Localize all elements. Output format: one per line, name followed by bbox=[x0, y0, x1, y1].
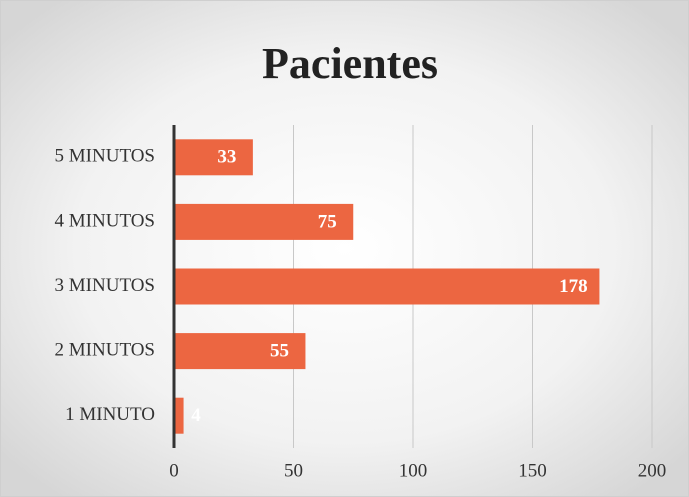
value-label: 33 bbox=[217, 147, 236, 168]
y-tick-label: 1 MINUTO bbox=[65, 404, 155, 425]
value-label: 75 bbox=[318, 211, 337, 232]
value-label: 4 bbox=[191, 405, 201, 426]
x-tick-label: 0 bbox=[169, 460, 179, 481]
y-tick-label: 3 MINUTOS bbox=[55, 275, 155, 296]
x-tick-label: 200 bbox=[638, 460, 667, 481]
bar bbox=[174, 397, 184, 434]
bar bbox=[174, 333, 306, 370]
value-label: 178 bbox=[559, 276, 588, 297]
chart-title: Pacientes bbox=[262, 39, 438, 88]
y-tick-label: 5 MINUTOS bbox=[55, 146, 155, 167]
bar bbox=[174, 139, 253, 176]
x-tick-label: 100 bbox=[399, 460, 428, 481]
bar bbox=[174, 203, 354, 240]
y-tick-label: 2 MINUTOS bbox=[55, 339, 155, 360]
x-tick-label: 150 bbox=[518, 460, 547, 481]
value-label: 55 bbox=[270, 340, 289, 361]
y-tick-label: 4 MINUTOS bbox=[55, 210, 155, 231]
bar bbox=[174, 268, 600, 305]
x-tick-label: 50 bbox=[284, 460, 303, 481]
